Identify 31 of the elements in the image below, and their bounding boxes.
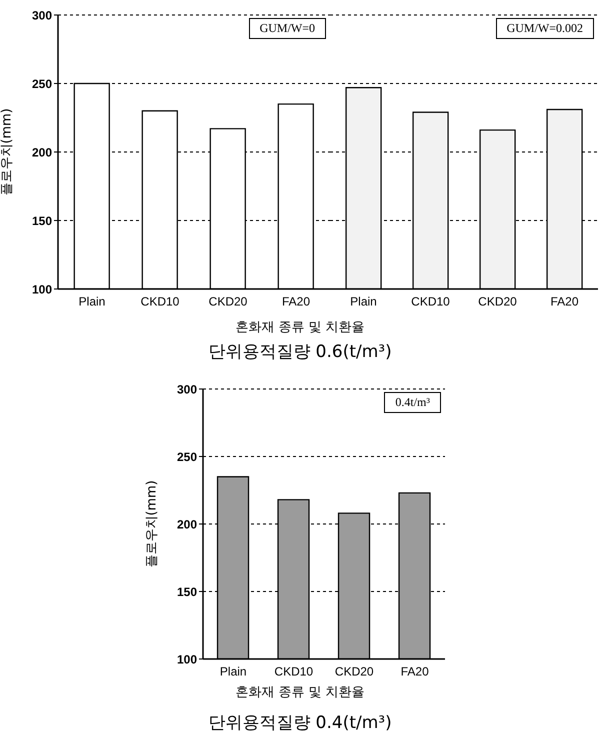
x-tick-label: FA20: [550, 294, 579, 309]
y-tick-label: 100: [32, 282, 52, 296]
x-tick-label: Plain: [350, 294, 377, 309]
text: 단위용적질량 0.6(t/m³): [207, 341, 393, 363]
x-axis-title: 혼화재 종류 및 치환율: [234, 684, 366, 701]
x-tick-label: CKD10: [140, 294, 180, 309]
x-tick-label: Plain: [220, 664, 247, 679]
y-tick-label: 100: [176, 652, 198, 666]
y-tick-label: 250: [176, 450, 198, 464]
y-axis-title: 플로우치(mm): [144, 480, 160, 568]
x-tick-label: CKD20: [478, 294, 518, 309]
x-tick-label: CKD10: [411, 294, 450, 309]
y-tick-label: 250: [32, 76, 52, 91]
annotation: GUM/W=0.002: [496, 18, 594, 39]
y-tick-label: 200: [32, 145, 52, 160]
x-tick-label: Plain: [78, 294, 106, 309]
y-tick-label: 200: [176, 517, 198, 532]
y-tick-label: 150: [176, 584, 198, 599]
x-tick-label: CKD20: [334, 664, 374, 679]
x-tick-label: FA20: [282, 294, 310, 309]
annotation: GUM/W=0: [248, 18, 326, 39]
annotation: 0.4t/m³: [384, 392, 441, 413]
x-axis-title: 혼화재 종류 및 치환율: [234, 319, 366, 336]
y-tick-label: 300: [176, 382, 198, 396]
y-tick-label: 150: [32, 214, 52, 228]
y-tick-label: 300: [32, 8, 52, 22]
x-tick-label: FA20: [400, 664, 430, 679]
x-tick-label: CKD20: [208, 294, 248, 309]
text: 단위용적질량 0.4(t/m³): [207, 712, 393, 734]
x-tick-label: CKD10: [274, 664, 314, 679]
y-axis-title: 플로우치(mm): [0, 108, 15, 196]
